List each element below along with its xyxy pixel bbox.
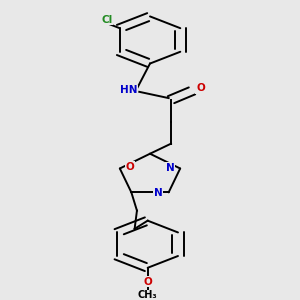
Text: N: N — [166, 163, 174, 172]
Text: HN: HN — [120, 85, 138, 95]
Text: O: O — [126, 162, 134, 172]
Text: O: O — [143, 277, 152, 287]
Text: Cl: Cl — [101, 15, 112, 25]
Text: O: O — [196, 83, 205, 93]
Text: N: N — [154, 188, 163, 198]
Text: CH₃: CH₃ — [138, 290, 158, 300]
